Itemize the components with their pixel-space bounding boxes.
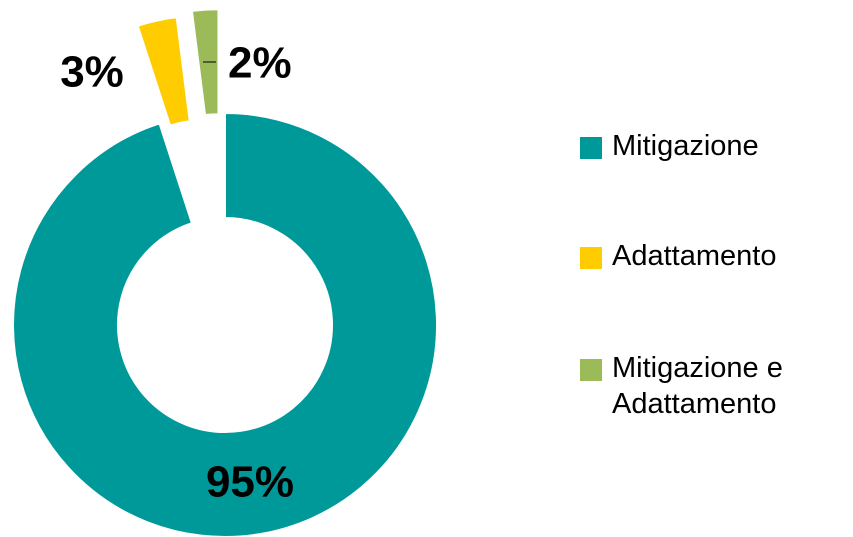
legend-label: Adattamento	[612, 240, 777, 272]
legend-item: Mitigazione e Adattamento	[580, 350, 850, 422]
legend-item: Mitigazione	[580, 128, 850, 164]
legend-item: Adattamento	[580, 238, 850, 274]
data-label: 3%	[60, 48, 124, 97]
data-label: 2%	[228, 39, 292, 88]
legend-swatch	[580, 137, 602, 159]
legend-swatch	[580, 359, 602, 381]
donut-slice	[136, 15, 191, 127]
legend-label: Mitigazione e Adattamento	[612, 352, 783, 420]
data-label: 95%	[206, 458, 294, 507]
legend-swatch	[580, 247, 602, 269]
legend-label: Mitigazione	[612, 130, 759, 162]
donut-slice	[12, 111, 438, 537]
